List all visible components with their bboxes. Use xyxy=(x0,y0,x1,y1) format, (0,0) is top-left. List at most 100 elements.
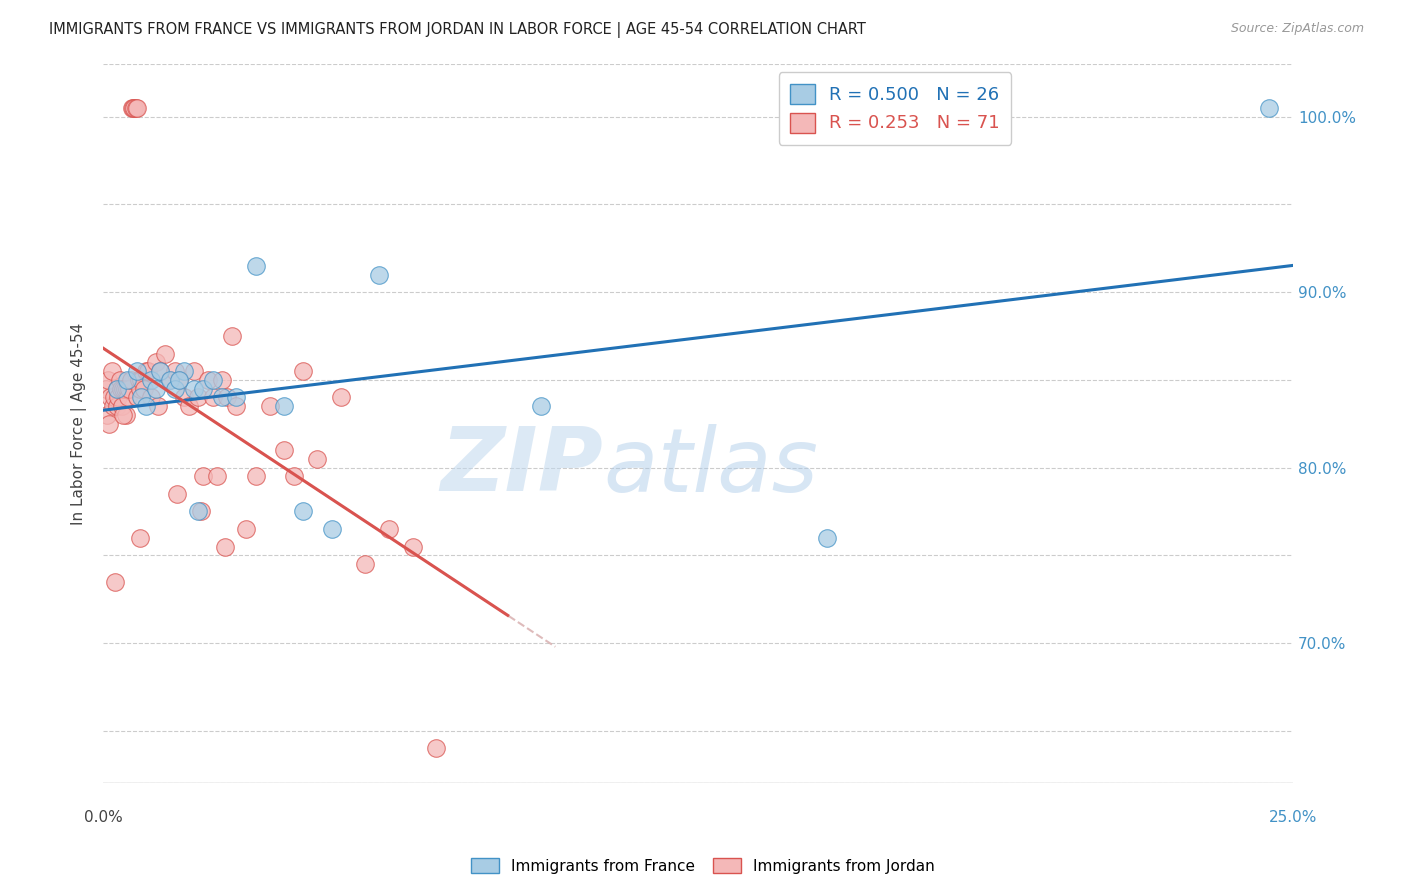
Point xyxy=(145,382,167,396)
Point xyxy=(377,522,399,536)
Point xyxy=(214,540,236,554)
Point xyxy=(128,373,150,387)
Point xyxy=(125,364,148,378)
Point xyxy=(125,101,148,115)
Point xyxy=(103,391,125,405)
Point xyxy=(273,443,295,458)
Point xyxy=(191,382,214,396)
Point xyxy=(163,364,186,378)
Point xyxy=(118,382,141,396)
Point xyxy=(146,399,169,413)
Point xyxy=(101,364,124,378)
Point xyxy=(530,399,553,413)
Point xyxy=(98,391,121,405)
Point xyxy=(135,399,157,413)
Text: atlas: atlas xyxy=(603,424,818,510)
Point xyxy=(121,101,143,115)
Point xyxy=(245,259,267,273)
Point xyxy=(110,382,132,396)
Point xyxy=(215,391,238,405)
Point xyxy=(121,101,143,115)
Point xyxy=(115,408,138,422)
Point xyxy=(97,373,120,387)
Point xyxy=(211,391,233,405)
Point xyxy=(187,391,209,405)
Point xyxy=(139,391,162,405)
Point xyxy=(425,741,447,756)
Point xyxy=(207,469,229,483)
Point xyxy=(132,382,155,396)
Point xyxy=(145,355,167,369)
Point xyxy=(115,382,138,396)
Point xyxy=(177,399,200,413)
Point xyxy=(129,373,152,387)
Point xyxy=(97,417,120,431)
Point xyxy=(173,364,195,378)
Point xyxy=(292,504,315,518)
Point xyxy=(259,399,281,413)
Point xyxy=(221,329,243,343)
Point xyxy=(354,557,377,571)
Point xyxy=(129,531,152,545)
Legend: R = 0.500   N = 26, R = 0.253   N = 71: R = 0.500 N = 26, R = 0.253 N = 71 xyxy=(779,72,1011,145)
Point xyxy=(122,101,145,115)
Point xyxy=(127,391,149,405)
Point xyxy=(163,382,186,396)
Point xyxy=(129,382,152,396)
Point xyxy=(104,574,127,589)
Point xyxy=(112,382,135,396)
Point xyxy=(108,373,131,387)
Point xyxy=(330,391,353,405)
Y-axis label: In Labor Force | Age 45-54: In Labor Force | Age 45-54 xyxy=(72,323,87,524)
Point xyxy=(1258,101,1281,115)
Point xyxy=(191,469,214,483)
Point xyxy=(401,540,423,554)
Point xyxy=(115,373,138,387)
Point xyxy=(117,391,139,405)
Point xyxy=(139,373,162,387)
Point xyxy=(169,373,191,387)
Point xyxy=(201,391,224,405)
Point xyxy=(96,408,118,422)
Text: 0.0%: 0.0% xyxy=(84,810,122,825)
Point xyxy=(153,346,176,360)
Point xyxy=(225,399,247,413)
Point xyxy=(183,382,205,396)
Point xyxy=(183,364,205,378)
Point xyxy=(111,399,134,413)
Text: Source: ZipAtlas.com: Source: ZipAtlas.com xyxy=(1230,22,1364,36)
Point xyxy=(107,382,129,396)
Point xyxy=(149,364,172,378)
Point xyxy=(101,399,124,413)
Point xyxy=(321,522,343,536)
Point xyxy=(815,531,838,545)
Point xyxy=(135,364,157,378)
Point xyxy=(120,373,142,387)
Point xyxy=(173,391,195,405)
Point xyxy=(235,522,257,536)
Point xyxy=(245,469,267,483)
Text: IMMIGRANTS FROM FRANCE VS IMMIGRANTS FROM JORDAN IN LABOR FORCE | AGE 45-54 CORR: IMMIGRANTS FROM FRANCE VS IMMIGRANTS FRO… xyxy=(49,22,866,38)
Point xyxy=(105,399,128,413)
Point xyxy=(107,391,129,405)
Point xyxy=(187,504,209,518)
Point xyxy=(307,451,329,466)
Point xyxy=(94,382,117,396)
Legend: Immigrants from France, Immigrants from Jordan: Immigrants from France, Immigrants from … xyxy=(465,852,941,880)
Point xyxy=(129,391,152,405)
Text: ZIP: ZIP xyxy=(440,424,603,510)
Point xyxy=(114,382,136,396)
Point xyxy=(190,504,212,518)
Point xyxy=(107,382,129,396)
Point xyxy=(292,364,315,378)
Point xyxy=(149,364,172,378)
Point xyxy=(283,469,305,483)
Point xyxy=(273,399,295,413)
Point xyxy=(211,373,233,387)
Point xyxy=(166,487,188,501)
Point xyxy=(368,268,391,282)
Point xyxy=(169,373,191,387)
Point xyxy=(201,373,224,387)
Point xyxy=(138,364,160,378)
Point xyxy=(197,373,219,387)
